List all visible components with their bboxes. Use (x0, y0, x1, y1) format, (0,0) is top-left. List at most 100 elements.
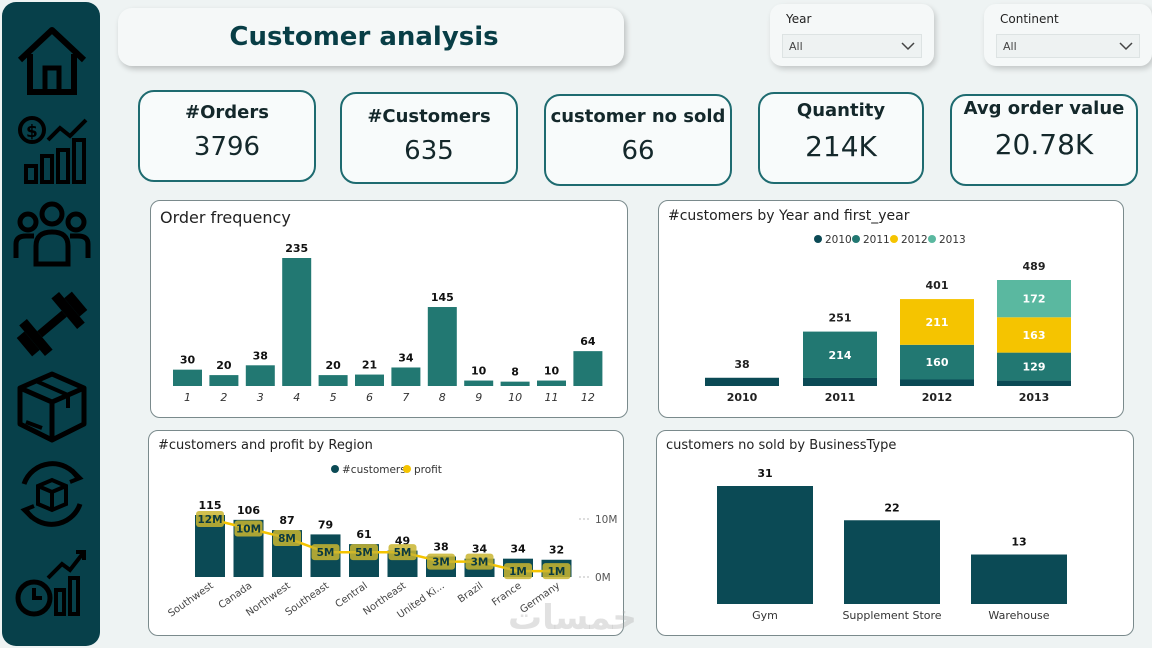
profit-label-bg (388, 544, 417, 561)
data-label: 115 (199, 499, 222, 512)
bar (844, 520, 940, 604)
inventory-cycle-icon[interactable] (12, 454, 92, 534)
continent-dropdown-value: All (1003, 40, 1017, 53)
kpi-orders-value: 3796 (193, 132, 261, 162)
legend-marker (814, 235, 822, 243)
total-label: 251 (829, 312, 852, 325)
x-tick-label: 3 (257, 391, 264, 404)
year-slicer-label: Year (786, 12, 812, 26)
profit-label: 10M (236, 523, 261, 535)
stack-segment (997, 352, 1071, 381)
title-card: Customer analysis (118, 8, 624, 66)
profit-label: 3M (432, 557, 450, 569)
customers-by-year-chart: 2010 2011 2012 2013 38 2010 214 251 2011 160 211 40… (705, 234, 1071, 404)
bar (282, 258, 312, 386)
legend-label: 2012 (901, 234, 928, 246)
legend-marker (331, 465, 339, 473)
data-label: 61 (356, 528, 371, 541)
total-label: 401 (926, 279, 949, 292)
bar (355, 374, 384, 386)
data-label: 38 (253, 349, 268, 362)
profit-label: 5M (355, 547, 373, 559)
legend-marker (403, 465, 411, 473)
order-frequency-panel: Order frequency 30 1 20 2 38 3 235 4 20 5 21 6 34 7 14… (150, 200, 628, 418)
profit-label: 1M (509, 566, 527, 578)
customers-icon[interactable] (12, 196, 92, 276)
bar (391, 367, 421, 386)
x-tick-label: Southwest (166, 580, 215, 619)
bar (173, 369, 202, 386)
profit-label-bg (311, 544, 340, 561)
data-label: 22 (884, 501, 899, 514)
data-label: 106 (237, 504, 260, 517)
data-label: 20 (216, 359, 232, 372)
x-tick-label: 10 (508, 391, 522, 404)
watermark: خمسات (508, 598, 637, 638)
stack-segment (900, 344, 974, 380)
customers-by-year-title: #customers by Year and first_year (668, 208, 910, 224)
chevron-down-icon (1119, 42, 1133, 51)
region-title: #customers and profit by Region (158, 438, 373, 453)
segment-label: 214 (829, 349, 852, 362)
x-tick-label: Supplement Store (842, 609, 941, 622)
kpi-no-sold-value: 66 (621, 136, 655, 166)
kpi-customers: #Customers 635 (340, 92, 518, 184)
x-tick-label: Brazil (456, 580, 485, 605)
x-tick-label: 1 (184, 391, 191, 404)
x-tick-label: Southeast (284, 580, 332, 618)
segment-label: 211 (926, 316, 949, 329)
profit-label-bg (542, 563, 571, 580)
bar (573, 351, 603, 386)
segment-label: 172 (1023, 293, 1046, 306)
fitness-dumbbell-icon[interactable] (12, 284, 92, 364)
x-tick-label: 2012 (922, 391, 953, 404)
data-label: 64 (580, 335, 596, 348)
profit-label-bg (427, 553, 455, 570)
order-frequency-title: Order frequency (160, 208, 291, 227)
data-label: 79 (318, 518, 333, 531)
order-frequency-chart: 30 1 20 2 38 3 235 4 20 5 21 6 34 7 145 8 10 9 8 10 10 11 64 12 (173, 242, 603, 404)
data-label: 145 (431, 291, 454, 304)
continent-slicer: Continent All (984, 4, 1152, 66)
data-label: 34 (472, 543, 488, 556)
stack-segment (705, 377, 779, 386)
profit-label: 5M (394, 547, 412, 559)
profit-label: 8M (278, 533, 296, 545)
stack-segment (997, 280, 1071, 318)
data-label: 235 (285, 242, 308, 255)
data-label: 87 (279, 514, 294, 527)
region-panel: #customers and profit by Region #custome… (148, 430, 624, 636)
profit-label-bg (196, 511, 224, 527)
kpi-orders: #Orders 3796 (138, 90, 316, 182)
data-label: 32 (549, 544, 564, 557)
y2-tick-label: 0M (595, 572, 611, 584)
legend-marker (852, 235, 860, 243)
legend-label: #customers (342, 464, 406, 476)
sidebar-nav: $ (2, 2, 100, 646)
home-icon[interactable] (12, 20, 92, 100)
total-label: 489 (1023, 260, 1046, 273)
segment-label: 160 (926, 356, 949, 369)
bar (427, 307, 457, 386)
legend-marker (890, 235, 898, 243)
kpi-avg-order-value: Avg order value 20.78K (950, 94, 1138, 186)
continent-dropdown[interactable]: All (996, 34, 1140, 58)
profit-label-bg (465, 553, 494, 570)
legend-label: 2013 (939, 234, 966, 246)
customers-by-year-panel: #customers by Year and first_year 2010 20… (658, 200, 1124, 418)
year-dropdown[interactable]: All (782, 34, 922, 58)
profit-label: 3M (471, 557, 489, 569)
year-dropdown-value: All (789, 40, 803, 53)
segment-label: 129 (1023, 361, 1046, 374)
stack-segment (997, 317, 1071, 353)
x-tick-label: 9 (475, 391, 482, 404)
product-box-icon[interactable] (12, 366, 92, 446)
time-analysis-icon[interactable] (12, 542, 92, 622)
stack-segment (997, 380, 1071, 386)
profit-label-bg (350, 544, 378, 561)
stack-segment (900, 299, 974, 345)
x-tick-label: 12 (581, 391, 595, 404)
legend-label: 2010 (825, 234, 852, 246)
x-tick-label: 11 (545, 391, 559, 404)
sales-chart-icon[interactable]: $ (12, 110, 92, 190)
